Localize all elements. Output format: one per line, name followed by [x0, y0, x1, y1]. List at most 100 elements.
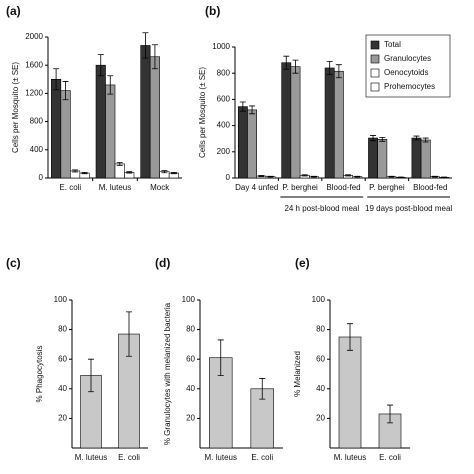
error-bar	[142, 32, 149, 59]
y-tick-label: 60	[316, 354, 325, 363]
y-tick-label: 1200	[25, 89, 43, 98]
bar	[237, 106, 248, 179]
x-tick-label: M. luteus	[334, 453, 366, 462]
x-tick-label: E. coli	[118, 453, 140, 462]
y-tick-label: 800	[217, 68, 231, 77]
x-tick-label: Blood-fed	[413, 183, 447, 192]
y-tick-label: 40	[58, 384, 67, 393]
error-bar	[81, 171, 88, 175]
y-tick-label: 20	[186, 414, 195, 423]
y-tick-label: 800	[30, 117, 44, 126]
error-bar	[388, 175, 395, 178]
x-tick-label: M. luteus	[205, 453, 237, 462]
error-bar	[151, 44, 158, 70]
bar	[281, 62, 292, 179]
error-bar	[379, 136, 386, 142]
error-bar	[345, 174, 352, 177]
x-tick-label: M. luteus	[99, 183, 131, 192]
error-bar	[335, 64, 342, 79]
error-bar	[161, 170, 168, 174]
y-tick-label: 0	[226, 173, 231, 182]
error-bar	[126, 311, 132, 357]
y-tick-label: 80	[186, 325, 195, 334]
bar	[333, 70, 344, 179]
x-tick-label: E. coli	[379, 453, 401, 462]
y-axis-label: Cells per Mosquito (± SE)	[11, 62, 20, 153]
x-tick-label: M. luteus	[75, 453, 107, 462]
error-bar	[413, 135, 420, 141]
bar	[95, 64, 106, 179]
legend-swatch	[370, 40, 380, 50]
error-bar	[310, 175, 317, 178]
bar	[368, 137, 378, 179]
bar	[149, 56, 160, 179]
legend-swatch	[370, 54, 380, 64]
y-tick-label: 40	[186, 384, 195, 393]
error-bar	[431, 175, 438, 178]
y-tick-label: 2000	[25, 32, 43, 41]
error-bar	[88, 358, 94, 393]
group-label: 24 h post-blood meal	[284, 204, 359, 213]
bar	[51, 79, 62, 179]
y-tick-label: 1000	[212, 42, 230, 51]
legend-label: Granulocytes	[384, 54, 431, 63]
error-bar	[53, 68, 60, 91]
y-tick-label: 100	[54, 295, 68, 304]
error-bar	[239, 101, 246, 112]
error-bar	[267, 175, 274, 178]
x-tick-label: Day 4 unfed	[235, 183, 278, 192]
error-bar	[107, 75, 114, 95]
y-tick-label: 400	[30, 145, 44, 154]
error-bar	[301, 174, 308, 177]
y-tick-label: 20	[58, 414, 67, 423]
bar	[420, 139, 431, 179]
legend-label: Oenocytoids	[384, 68, 428, 77]
x-tick-label: E. coli	[59, 183, 81, 192]
y-tick-label: 60	[58, 354, 67, 363]
error-bar	[62, 81, 69, 101]
y-tick-label: 200	[217, 147, 231, 156]
error-bar	[116, 162, 123, 166]
bar	[290, 66, 301, 179]
error-bar	[387, 404, 393, 424]
y-axis-label: % Melanized	[293, 351, 302, 397]
error-bar	[217, 339, 224, 376]
bar	[377, 139, 388, 179]
y-tick-label: 0	[39, 173, 44, 182]
y-tick-label: 80	[58, 325, 67, 334]
bar	[247, 109, 257, 179]
y-axis-label: Cells per Mosquito (± SE)	[198, 67, 207, 158]
y-tick-label: 100	[312, 295, 326, 304]
y-tick-label: 100	[182, 295, 196, 304]
bar	[60, 90, 71, 179]
error-bar	[347, 323, 353, 351]
y-tick-label: 1600	[25, 60, 43, 69]
bar	[140, 45, 151, 179]
bar	[105, 84, 116, 179]
y-axis-label: % Granulocytes with melanized bacteria	[163, 302, 172, 445]
legend-swatch	[370, 68, 380, 78]
error-bar	[283, 55, 290, 70]
error-bar	[72, 169, 79, 173]
y-tick-label: 80	[316, 325, 325, 334]
x-tick-label: Mock	[150, 183, 170, 192]
error-bar	[258, 174, 265, 178]
panel-label: (e)	[295, 256, 310, 270]
y-tick-label: 60	[186, 354, 195, 363]
y-axis-label: % Phagocytosis	[35, 346, 44, 403]
error-bar	[259, 378, 266, 400]
bar	[338, 336, 362, 449]
panel-label: (c)	[6, 256, 21, 270]
error-bar	[326, 61, 333, 75]
y-tick-label: 40	[316, 384, 325, 393]
y-tick-label: 400	[217, 121, 231, 130]
x-tick-label: P. berghei	[282, 183, 318, 192]
legend-box	[365, 34, 451, 98]
panel-label: (a)	[6, 4, 21, 18]
error-bar	[292, 59, 299, 74]
error-bar	[126, 171, 133, 174]
error-bar	[422, 137, 429, 143]
x-tick-label: Blood-fed	[326, 183, 360, 192]
error-bar	[370, 135, 377, 142]
